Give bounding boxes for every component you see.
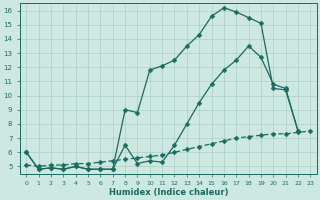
X-axis label: Humidex (Indice chaleur): Humidex (Indice chaleur) — [108, 188, 228, 197]
